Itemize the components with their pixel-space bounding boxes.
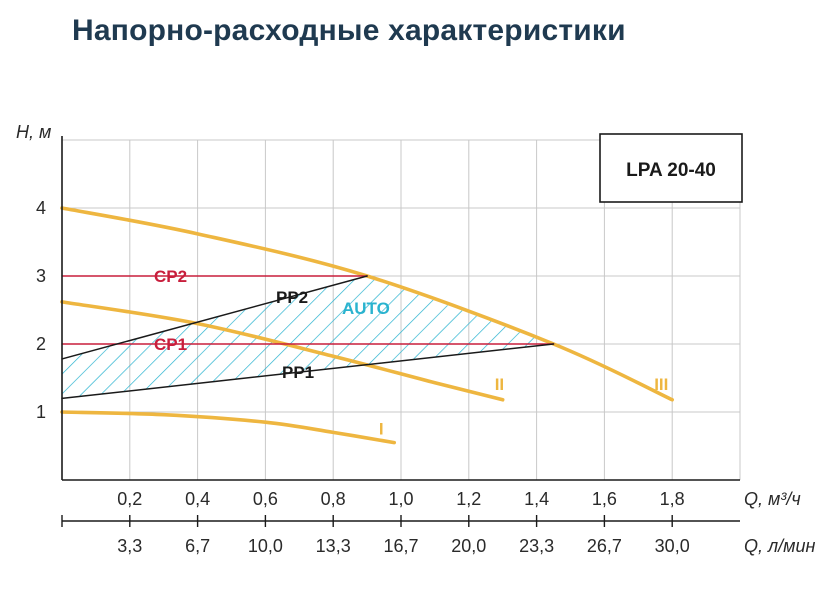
auto-region — [62, 276, 554, 399]
region-label-auto: AUTO — [342, 299, 390, 318]
x-tick-label-secondary: 3,3 — [117, 536, 142, 556]
y-axis-title: H, м — [16, 122, 51, 142]
series-ii-line — [60, 300, 505, 402]
chart-title: Напорно-расходные характеристики — [72, 14, 626, 47]
x-tick-label: 0,4 — [185, 489, 210, 509]
x-tick-label-secondary: 20,0 — [451, 536, 486, 556]
series-label-pp1: PP1 — [282, 363, 314, 382]
x-axis-title: Q, м³/ч — [744, 489, 801, 509]
x-tick-label: 0,2 — [117, 489, 142, 509]
y-tick-label: 1 — [36, 402, 46, 422]
series-label-cp2: CP2 — [154, 267, 187, 286]
x-tick-label: 1,6 — [592, 489, 617, 509]
series-layer — [60, 206, 674, 445]
x-tick-label: 1,0 — [388, 489, 413, 509]
x-tick-label: 1,2 — [456, 489, 481, 509]
x-tick-label-secondary: 23,3 — [519, 536, 554, 556]
y-tick-label: 3 — [36, 266, 46, 286]
x-tick-label: 0,8 — [321, 489, 346, 509]
model-box: LPA 20-40 — [599, 133, 743, 203]
x-tick-label-secondary: 10,0 — [248, 536, 283, 556]
x-tick-label-secondary: 13,3 — [316, 536, 351, 556]
series-label-cp1: CP1 — [154, 335, 187, 354]
x-tick-label-secondary: 26,7 — [587, 536, 622, 556]
series-label-pp2: PP2 — [276, 288, 308, 307]
model-label: LPA 20-40 — [626, 160, 716, 181]
auto-region-layer — [62, 276, 554, 399]
x-tick-label-secondary: 6,7 — [185, 536, 210, 556]
y-tick-label: 2 — [36, 334, 46, 354]
axes — [61, 136, 740, 527]
series-label-i: I — [379, 420, 384, 439]
series-i-line — [60, 410, 397, 445]
x-tick-label-secondary: 30,0 — [655, 536, 690, 556]
labels-layer: 0,2 0,4 0,6 0,8 1,0 1,2 1,4 1,6 1,8 3,3 6,7 10,0 13,… — [16, 122, 816, 556]
series-pp2-line — [61, 275, 368, 360]
series-label-ii: II — [495, 375, 504, 394]
series-pp1-line — [61, 343, 555, 400]
x-tick-label-secondary: 16,7 — [383, 536, 418, 556]
y-tick-label: 4 — [36, 198, 46, 218]
x-tick-label: 1,8 — [660, 489, 685, 509]
series-label-iii: III — [654, 375, 668, 394]
x-axis-title-secondary: Q, л/мин — [744, 536, 816, 556]
x-tick-label: 0,6 — [253, 489, 278, 509]
x-tick-label: 1,4 — [524, 489, 549, 509]
